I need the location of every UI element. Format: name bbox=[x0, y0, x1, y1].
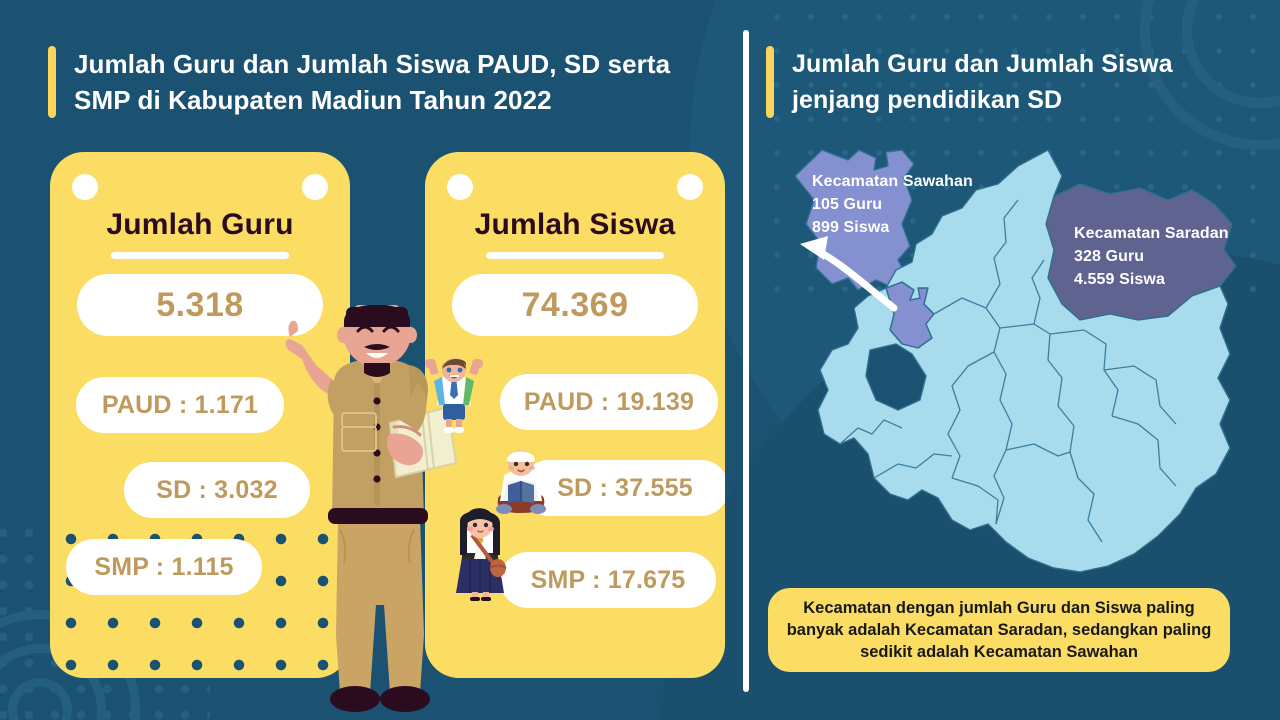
stat-pill-guru-sd: SD : 3.032 bbox=[124, 462, 310, 518]
title-accent-bar-left bbox=[48, 46, 56, 118]
stat-pill-siswa-paud: PAUD : 19.139 bbox=[500, 374, 718, 430]
map-callout-saradan: Kecamatan Saradan 328 Guru 4.559 Siswa bbox=[1074, 222, 1229, 291]
left-panel-title-text: Jumlah Guru dan Jumlah Siswa PAUD, SD se… bbox=[74, 49, 671, 115]
card-title-underline bbox=[111, 252, 289, 259]
background-rings-top-right bbox=[1140, 0, 1280, 170]
summary-note-text: Kecamatan dengan jumlah Guru dan Siswa p… bbox=[786, 599, 1212, 661]
boy-student-illustration bbox=[425, 357, 483, 435]
title-accent-bar-right bbox=[766, 46, 774, 118]
card-punch-hole-left bbox=[447, 174, 473, 200]
summary-note-box: Kecamatan dengan jumlah Guru dan Siswa p… bbox=[768, 588, 1230, 672]
card-title-underline bbox=[486, 252, 664, 259]
right-panel-title-text: Jumlah Guru dan Jumlah Siswa jenjang pen… bbox=[792, 50, 1173, 114]
map-callout-sawahan: Kecamatan Sawahan 105 Guru 899 Siswa bbox=[812, 170, 973, 239]
card-punch-hole-right bbox=[302, 174, 328, 200]
map-callout-sawahan-guru: 105 Guru bbox=[812, 196, 883, 213]
right-panel-title: Jumlah Guru dan Jumlah Siswa jenjang pen… bbox=[766, 46, 1236, 118]
map-region-sliver-dark bbox=[865, 343, 927, 411]
stat-pill-siswa-sd: SD : 37.555 bbox=[521, 460, 725, 516]
map-region-base bbox=[817, 149, 1231, 573]
map-callout-saradan-name: Kecamatan Saradan bbox=[1074, 225, 1229, 242]
teacher-illustration bbox=[272, 299, 482, 720]
left-panel-title: Jumlah Guru dan Jumlah Siswa PAUD, SD se… bbox=[48, 46, 728, 118]
curved-arrow-to-sawahan bbox=[800, 236, 898, 312]
stat-pill-guru-smp: SMP : 1.115 bbox=[66, 539, 262, 595]
stat-pill-guru-paud: PAUD : 1.171 bbox=[76, 377, 284, 433]
map-callout-saradan-siswa: 4.559 Siswa bbox=[1074, 271, 1165, 288]
stat-pill-siswa-smp: SMP : 17.675 bbox=[500, 552, 716, 608]
panel-divider bbox=[743, 30, 749, 692]
card-title-guru: Jumlah Guru bbox=[106, 208, 294, 241]
girl-student-illustration bbox=[452, 505, 508, 601]
map-callout-sawahan-siswa: 899 Siswa bbox=[812, 219, 890, 236]
madiun-regency-map[interactable] bbox=[762, 138, 1270, 588]
card-punch-hole-right bbox=[677, 174, 703, 200]
stat-card-siswa: Jumlah Siswa 74.369 PAUD : 19.139 SD : 3… bbox=[425, 152, 725, 678]
praying-child-illustration bbox=[490, 443, 552, 519]
card-title-siswa: Jumlah Siswa bbox=[474, 208, 676, 241]
card-total-guru: 5.318 bbox=[77, 274, 323, 336]
card-total-siswa: 74.369 bbox=[452, 274, 698, 336]
map-callout-sawahan-name: Kecamatan Sawahan bbox=[812, 173, 973, 190]
card-punch-hole-left bbox=[72, 174, 98, 200]
map-callout-saradan-guru: 328 Guru bbox=[1074, 248, 1145, 265]
